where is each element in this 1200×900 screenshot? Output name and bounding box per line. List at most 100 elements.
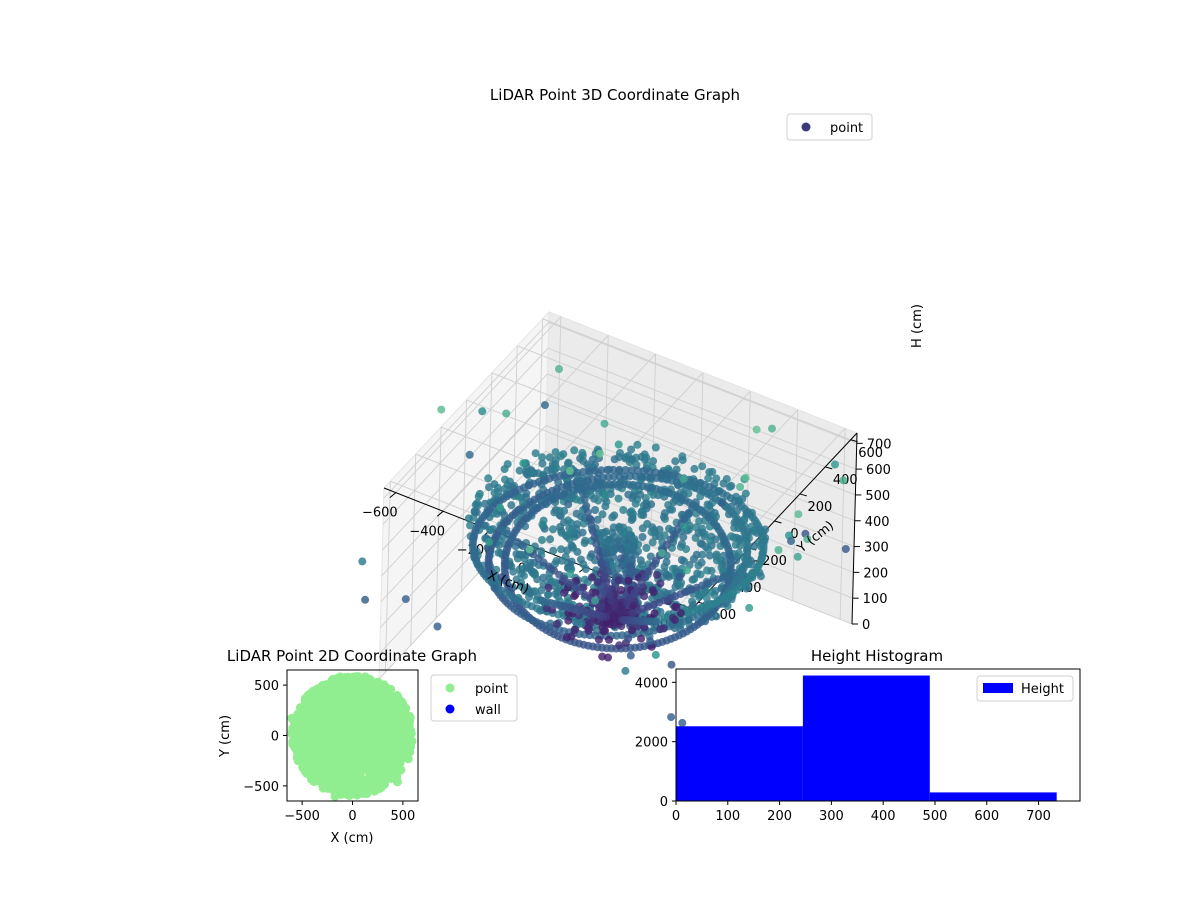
point-3d bbox=[471, 500, 480, 509]
point-3d bbox=[552, 620, 561, 628]
x-tick-label-hist: 700 bbox=[1026, 809, 1051, 824]
point-2d bbox=[400, 745, 410, 754]
point-2d bbox=[309, 739, 319, 749]
point-2d bbox=[310, 760, 320, 770]
point-3d bbox=[573, 547, 582, 556]
point-2d bbox=[356, 746, 366, 756]
point-3d bbox=[583, 508, 592, 517]
point-3d bbox=[530, 570, 539, 579]
point-3d bbox=[563, 546, 572, 555]
point-3d bbox=[667, 713, 676, 722]
point-3d bbox=[628, 626, 636, 635]
point-3d bbox=[677, 556, 686, 564]
y-tick-3d bbox=[774, 520, 782, 524]
point-3d bbox=[704, 474, 713, 483]
point-3d bbox=[683, 566, 691, 575]
point-3d bbox=[544, 590, 553, 599]
point-3d bbox=[564, 500, 573, 509]
point-3d bbox=[660, 531, 669, 540]
point-3d bbox=[577, 619, 586, 628]
y-tick-3d bbox=[825, 466, 833, 470]
point-3d bbox=[599, 565, 607, 574]
point-3d bbox=[615, 641, 624, 650]
point-3d bbox=[679, 533, 688, 542]
point-2d bbox=[385, 693, 395, 703]
point-3d bbox=[839, 476, 848, 485]
point-3d bbox=[596, 449, 604, 458]
x-tick-label-hist: 600 bbox=[974, 809, 999, 824]
point-3d bbox=[624, 490, 633, 499]
point-2d bbox=[367, 700, 377, 710]
point-3d bbox=[636, 490, 645, 499]
x-tick-label-hist: 0 bbox=[672, 809, 680, 824]
point-3d bbox=[640, 592, 649, 601]
grid-z-left bbox=[382, 347, 549, 525]
grid-z-back bbox=[548, 321, 857, 444]
point-2d bbox=[377, 756, 387, 766]
point-3d bbox=[547, 577, 556, 586]
point-3d bbox=[616, 602, 625, 610]
point-3d bbox=[560, 588, 569, 597]
point-3d bbox=[732, 533, 741, 542]
point-3d bbox=[671, 602, 679, 611]
point-2d bbox=[300, 764, 310, 774]
point-2d bbox=[313, 723, 323, 733]
point-2d bbox=[398, 734, 407, 744]
y-tick-label-3d: 600 bbox=[858, 446, 883, 461]
point-2d bbox=[376, 782, 386, 792]
point-2d bbox=[309, 777, 319, 786]
z-tick-label-3d: 700 bbox=[867, 437, 892, 452]
point-2d bbox=[333, 732, 343, 742]
point-2d bbox=[339, 751, 349, 761]
point-3d bbox=[543, 466, 552, 475]
point-3d bbox=[538, 459, 547, 468]
point-3d bbox=[656, 579, 665, 588]
point-3d bbox=[568, 525, 576, 534]
point-2d bbox=[377, 723, 387, 733]
point-3d bbox=[485, 537, 494, 546]
histogram-ticks: 0 100 200 300 400 500 600 700 0 2000 4000 bbox=[635, 676, 1051, 824]
point-3d bbox=[640, 623, 649, 632]
point-2d bbox=[294, 746, 304, 756]
point-3d bbox=[794, 510, 803, 519]
point-3d bbox=[695, 517, 704, 526]
point-3d bbox=[639, 467, 648, 476]
point-3d bbox=[602, 577, 611, 586]
point-2d bbox=[353, 681, 363, 691]
point-3d bbox=[552, 557, 561, 565]
point-3d bbox=[593, 515, 602, 524]
point-3d bbox=[831, 460, 839, 469]
point-3d bbox=[636, 556, 645, 565]
point-3d bbox=[358, 557, 367, 566]
point-3d bbox=[633, 466, 642, 475]
point-3d bbox=[531, 449, 540, 458]
point-3d bbox=[549, 525, 557, 534]
point-3d bbox=[768, 424, 776, 433]
point-3d bbox=[519, 459, 528, 468]
point-3d bbox=[671, 457, 680, 466]
point-3d bbox=[656, 607, 665, 616]
point-2d bbox=[299, 707, 309, 717]
chart-2d-title: LiDAR Point 2D Coordinate Graph bbox=[227, 647, 477, 665]
point-3d bbox=[651, 468, 660, 477]
point-3d bbox=[627, 466, 636, 475]
point-3d bbox=[480, 499, 489, 508]
point-3d bbox=[582, 502, 591, 510]
point-3d bbox=[591, 466, 600, 475]
grid-y-floor bbox=[542, 318, 851, 441]
point-2d bbox=[302, 695, 312, 705]
point-3d bbox=[538, 536, 546, 544]
point-3d bbox=[667, 660, 676, 669]
z-tick-label-3d: 300 bbox=[864, 541, 889, 556]
point-3d bbox=[614, 494, 623, 503]
point-3d bbox=[691, 498, 700, 507]
chart-3d-title: LiDAR Point 3D Coordinate Graph bbox=[490, 86, 740, 104]
point-3d bbox=[647, 528, 656, 537]
point-2d bbox=[350, 763, 360, 773]
point-3d bbox=[707, 566, 716, 575]
point-2d bbox=[342, 743, 352, 752]
point-3d bbox=[603, 466, 612, 474]
point-3d bbox=[637, 634, 646, 643]
point-3d bbox=[637, 507, 646, 516]
legend-2d-point-marker bbox=[445, 683, 455, 693]
